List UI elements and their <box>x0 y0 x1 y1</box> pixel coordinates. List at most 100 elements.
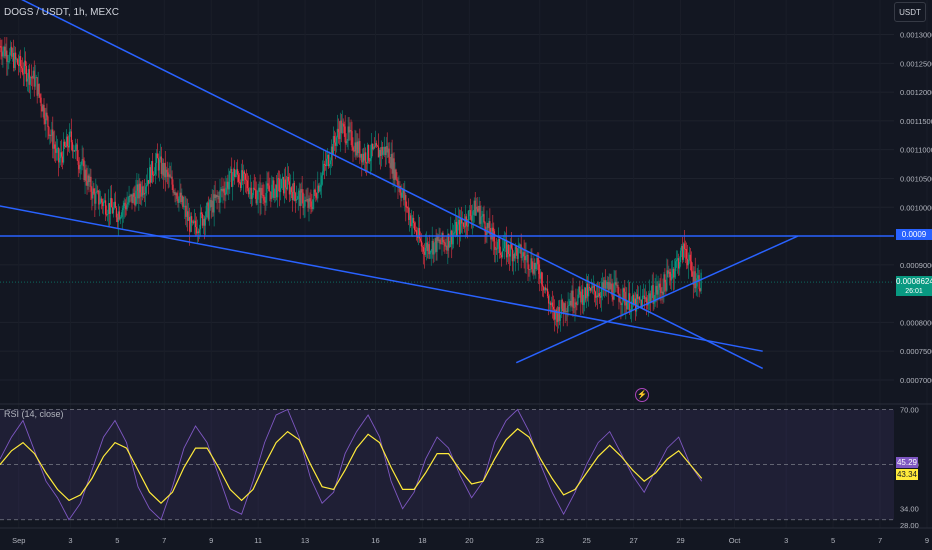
candle-body <box>528 269 530 270</box>
candle-body <box>648 293 650 299</box>
candle-body <box>611 283 613 297</box>
candle-body <box>364 152 366 161</box>
candle-body <box>576 304 578 306</box>
candle-body <box>660 287 662 293</box>
candle-body <box>391 153 393 174</box>
candle-body <box>672 268 674 274</box>
candle-body <box>671 273 673 281</box>
candle-body <box>653 302 655 304</box>
candle-body <box>377 146 380 158</box>
candle-body <box>657 289 659 295</box>
candle-body <box>236 169 238 174</box>
candle-body <box>654 292 656 303</box>
candle-body <box>539 274 541 279</box>
candle-body <box>545 288 548 290</box>
candle-body <box>468 210 470 211</box>
candle-body <box>165 169 167 178</box>
time-tick-label: 11 <box>254 536 262 545</box>
candle-body <box>347 126 349 141</box>
candle-body <box>275 184 277 189</box>
candle-body <box>136 184 138 191</box>
candle-body <box>433 242 435 255</box>
candle-body <box>345 142 347 144</box>
candle-body <box>443 241 445 243</box>
candle-body <box>259 187 261 203</box>
candle-body <box>97 190 99 192</box>
candle-body <box>92 188 94 199</box>
candle-body <box>271 184 273 200</box>
candle-body <box>54 144 56 149</box>
last-price-badge: 0.0008624 <box>896 276 932 287</box>
price-tick-label: 0.0007500 <box>900 347 932 356</box>
candle-body <box>342 123 344 125</box>
candle-body <box>161 163 163 175</box>
candle-body <box>363 153 365 161</box>
candle-body <box>551 302 554 307</box>
candle-body <box>154 162 157 175</box>
time-tick-label: 16 <box>371 536 379 545</box>
candle-body <box>612 296 614 300</box>
candle-body <box>223 188 225 193</box>
candle-body <box>208 208 210 220</box>
candle-body <box>448 233 450 248</box>
price-tick-label: 0.0012500 <box>900 59 932 68</box>
rsi-indicator-label[interactable]: RSI (14, close) <box>4 409 64 419</box>
candle-body <box>222 188 224 192</box>
candle-body <box>117 211 119 222</box>
candle-body <box>322 171 324 176</box>
candle-body <box>4 46 6 57</box>
candle-body <box>51 129 53 136</box>
candle-body <box>269 191 271 192</box>
candle-body <box>98 190 100 205</box>
currency-unit-button[interactable]: USDT <box>894 2 926 22</box>
candle-body <box>394 169 396 180</box>
candle-body <box>602 282 604 289</box>
candle-body <box>480 216 482 224</box>
candle-body <box>428 244 430 255</box>
candle-body <box>490 234 492 240</box>
candle-body <box>495 248 497 250</box>
candle-body <box>514 246 516 259</box>
candle-body <box>160 156 162 175</box>
candle-body <box>43 104 45 119</box>
lightning-icon[interactable]: ⚡ <box>635 388 649 402</box>
candle-body <box>88 175 90 183</box>
candle-body <box>571 290 573 306</box>
candle-body <box>608 282 610 291</box>
candle-body <box>472 211 474 216</box>
rsi-panel <box>0 408 894 521</box>
time-tick-label: 5 <box>831 536 835 545</box>
candle-body <box>505 239 508 258</box>
candle-body <box>438 239 440 241</box>
candle-body <box>405 195 407 208</box>
time-tick-label: 13 <box>301 536 309 545</box>
rsi-tick-label: 28.00 <box>900 521 919 530</box>
candle-body <box>677 258 679 260</box>
candle-body <box>589 288 592 291</box>
candle-body <box>174 192 176 196</box>
candle-body <box>436 235 438 252</box>
candle-body <box>444 242 446 247</box>
candle-body <box>268 185 270 192</box>
candle-body <box>38 84 40 95</box>
candle-body <box>690 261 692 272</box>
candle-body <box>439 239 441 244</box>
candle-body <box>121 209 123 217</box>
candle-body <box>52 129 54 149</box>
candle-body <box>536 258 538 264</box>
candle-body <box>250 187 252 199</box>
candle-body <box>665 282 667 291</box>
candle-body <box>689 254 691 262</box>
rsi-tick-label: 70.00 <box>900 406 919 415</box>
candle-body <box>651 285 653 296</box>
candle-body <box>227 181 229 190</box>
candle-body <box>133 193 135 197</box>
price-tick-label: 0.0011500 <box>900 117 932 126</box>
candle-body <box>257 190 259 200</box>
candle-body <box>39 94 41 98</box>
candle-body <box>285 187 288 190</box>
candle-body <box>591 286 594 288</box>
candle-body <box>172 184 174 193</box>
candle-body <box>7 61 9 63</box>
